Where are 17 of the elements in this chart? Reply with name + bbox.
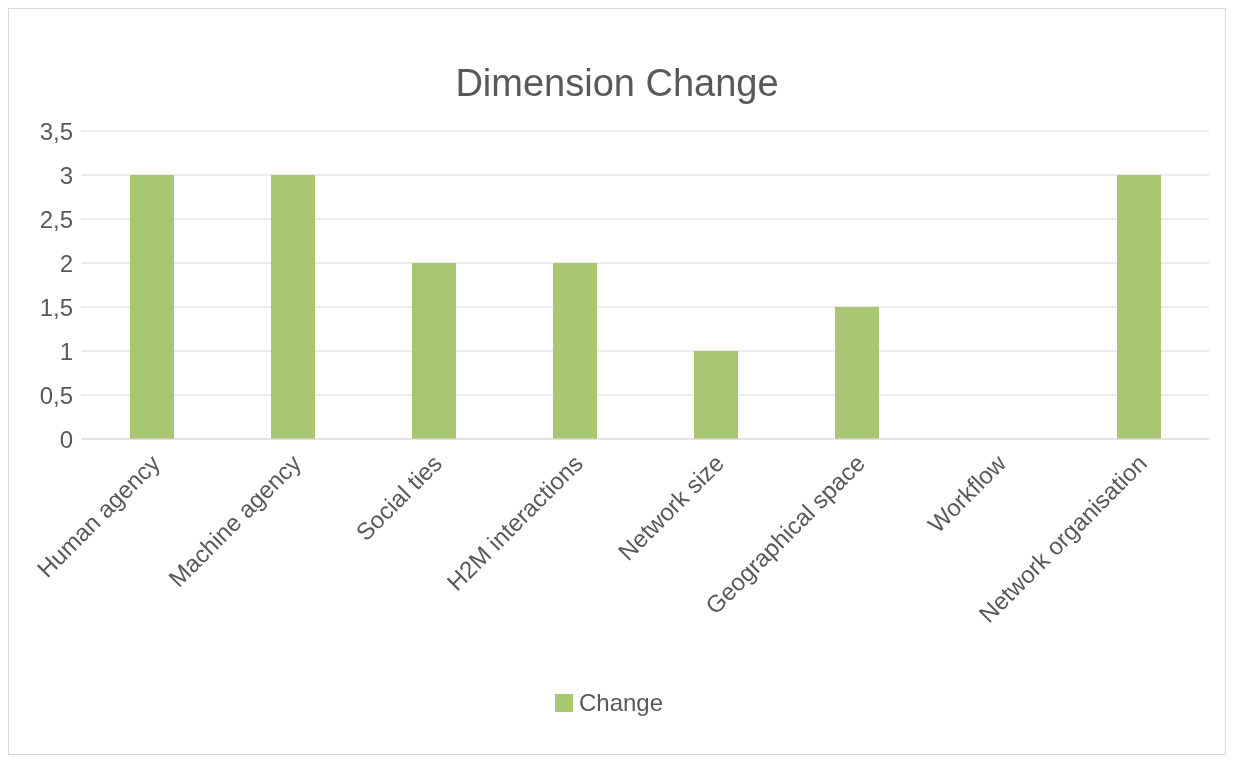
y-tick-label: 2	[59, 249, 73, 277]
y-tick-label: 2,5	[39, 205, 73, 233]
bar	[553, 263, 597, 439]
bar	[271, 175, 315, 439]
y-tick-label: 0,5	[39, 381, 73, 409]
bar	[130, 175, 174, 439]
bar	[412, 263, 456, 439]
bar	[1117, 175, 1161, 439]
y-tick-label: 3,5	[39, 117, 73, 145]
y-tick-label: 3	[59, 161, 73, 189]
y-tick-label: 0	[59, 425, 73, 453]
y-tick-label: 1	[59, 337, 73, 365]
y-tick-label: 1,5	[39, 293, 73, 321]
bar	[835, 307, 879, 439]
bar	[694, 351, 738, 439]
chart-title: Dimension Change	[454, 61, 780, 106]
legend-label: Change	[577, 689, 664, 717]
